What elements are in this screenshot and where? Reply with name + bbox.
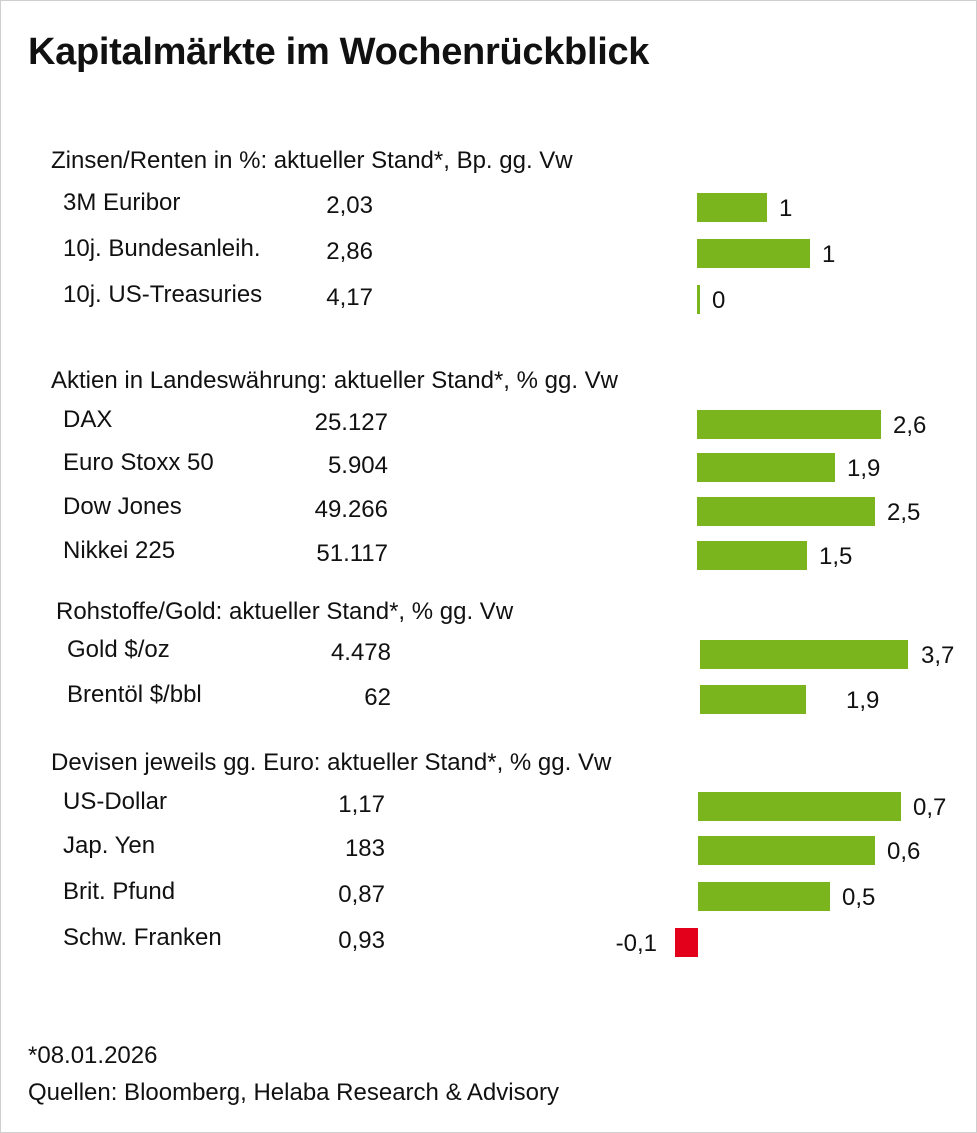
row-level: 62 [364, 684, 391, 711]
change-bar [697, 239, 810, 268]
change-label: 0,7 [913, 794, 947, 821]
row-label: Brit. Pfund [63, 878, 176, 905]
row-label: US-Dollar [63, 788, 168, 815]
change-bar [697, 497, 875, 526]
row-level: 0,87 [338, 881, 385, 908]
footnote: *08.01.2026 [28, 1042, 158, 1069]
change-bar [697, 541, 807, 570]
row-label: Brentöl $/bbl [67, 681, 202, 708]
change-bar [697, 453, 835, 482]
change-label: 1,9 [846, 687, 880, 714]
group-header: Rohstoffe/Gold: aktueller Stand*, % gg. … [56, 598, 514, 625]
change-bar [675, 928, 698, 957]
change-bar [697, 193, 767, 222]
row-level: 0,93 [338, 927, 385, 954]
group-header: Devisen jeweils gg. Euro: aktueller Stan… [51, 749, 612, 776]
row-level: 4.478 [330, 639, 391, 666]
row-label: DAX [63, 406, 113, 433]
row-level: 2,86 [326, 238, 373, 265]
row-level: 49.266 [314, 496, 388, 523]
row-label: 10j. Bundesanleih. [63, 235, 261, 262]
row-level: 1,17 [338, 791, 385, 818]
row-label: Nikkei 225 [63, 537, 176, 564]
change-bar [698, 792, 901, 821]
chart-title: Kapitalmärkte im Wochenrückblick [28, 31, 650, 73]
change-bar [700, 685, 806, 714]
change-label: 2,5 [887, 499, 921, 526]
change-bar [697, 285, 700, 314]
row-label: Schw. Franken [63, 924, 222, 951]
row-level: 25.127 [314, 409, 388, 436]
change-label: 1 [822, 241, 836, 268]
row-level: 183 [344, 835, 385, 862]
sources: Quellen: Bloomberg, Helaba Research & Ad… [28, 1079, 559, 1106]
change-bar [697, 410, 881, 439]
change-label: 1,9 [847, 455, 881, 482]
row-label: Gold $/oz [67, 636, 170, 663]
change-label: 1 [779, 195, 793, 222]
row-level: 5.904 [327, 452, 388, 479]
change-bar [700, 640, 908, 669]
change-label: 0 [712, 287, 726, 314]
row-label: Jap. Yen [63, 832, 156, 859]
change-label: 0,6 [887, 838, 921, 865]
group-header: Aktien in Landeswährung: aktueller Stand… [51, 367, 619, 394]
change-label: -0,1 [615, 930, 657, 957]
change-bar [698, 882, 830, 911]
row-label: Dow Jones [63, 493, 182, 520]
change-label: 3,7 [921, 642, 955, 669]
row-label: Euro Stoxx 50 [63, 449, 214, 476]
change-label: 2,6 [893, 412, 927, 439]
row-level: 2,03 [326, 192, 373, 219]
change-label: 0,5 [842, 884, 876, 911]
change-label: 1,5 [819, 543, 853, 570]
row-level: 4,17 [326, 284, 373, 311]
row-level: 51.117 [316, 540, 388, 567]
row-label: 10j. US-Treasuries [63, 281, 263, 308]
row-label: 3M Euribor [63, 189, 181, 216]
group-header: Zinsen/Renten in %: aktueller Stand*, Bp… [51, 147, 573, 174]
change-bar [698, 836, 875, 865]
